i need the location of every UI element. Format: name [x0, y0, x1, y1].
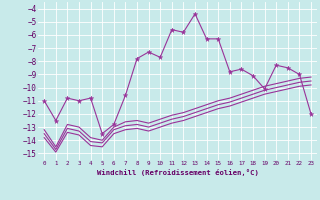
X-axis label: Windchill (Refroidissement éolien,°C): Windchill (Refroidissement éolien,°C): [97, 169, 259, 176]
